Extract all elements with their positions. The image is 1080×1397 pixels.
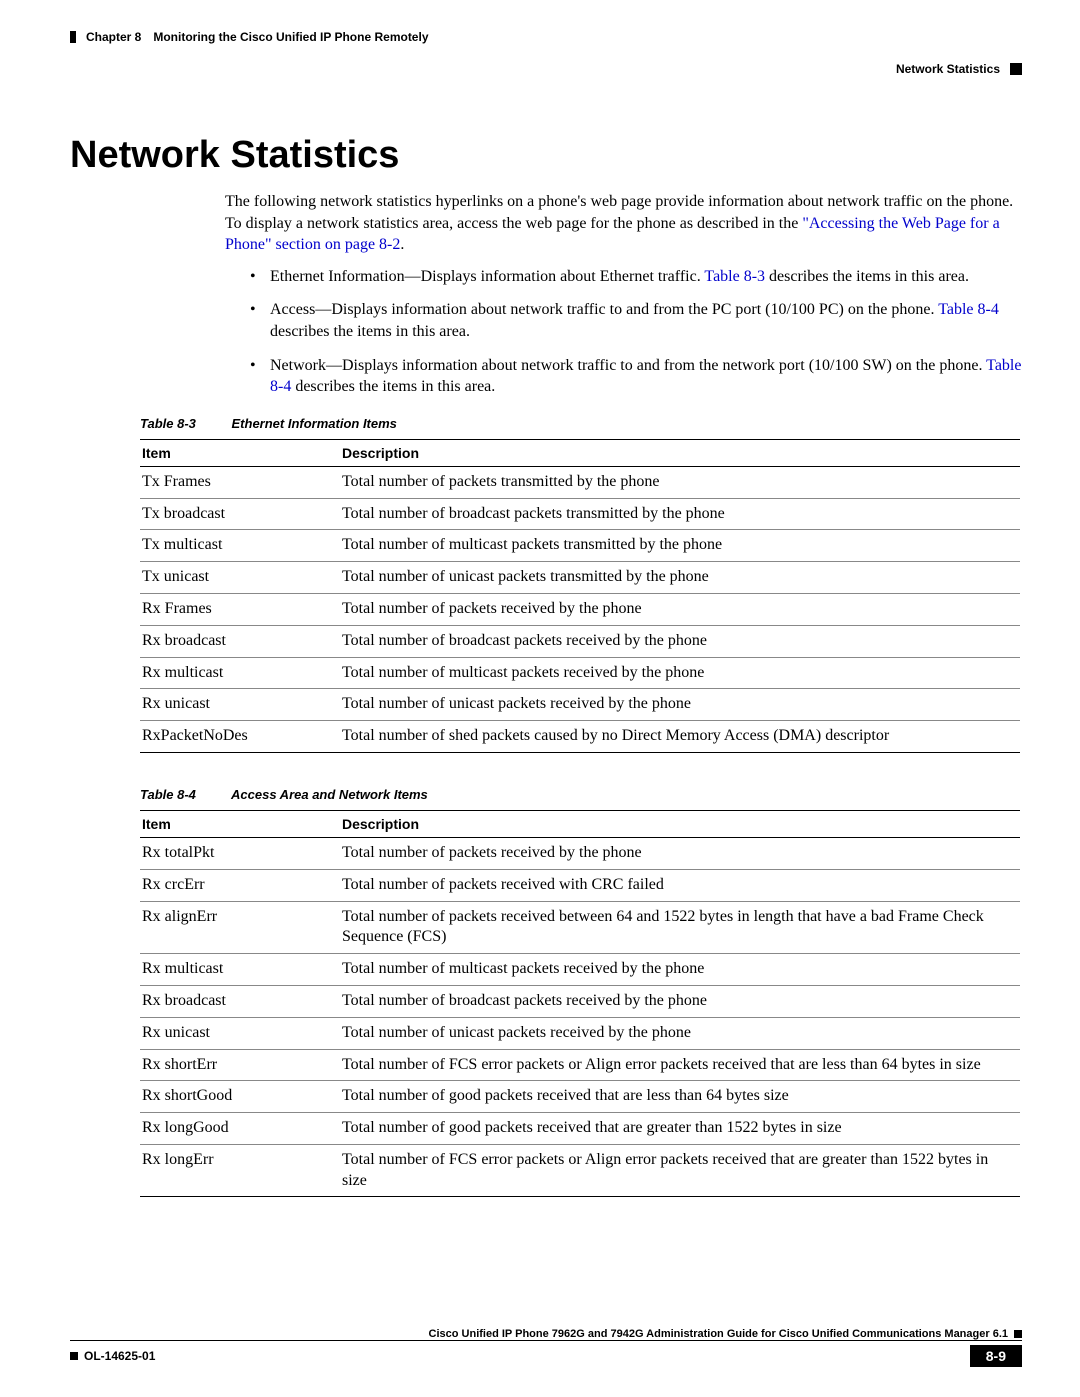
table-cell: Total number of good packets received th… [340, 1081, 1020, 1113]
table2-caption: Table 8-4 Access Area and Network Items [140, 787, 1022, 802]
table-row: Tx FramesTotal number of packets transmi… [140, 466, 1020, 498]
table-cell: Total number of multicast packets receiv… [340, 954, 1020, 986]
table-row: Rx broadcastTotal number of broadcast pa… [140, 625, 1020, 657]
footer-marker-icon [70, 1352, 78, 1360]
table-cell: Rx multicast [140, 954, 340, 986]
table-cell: Total number of good packets received th… [340, 1113, 1020, 1145]
table-cell: Total number of packets received between… [340, 901, 1020, 954]
table-row: Rx unicastTotal number of unicast packet… [140, 689, 1020, 721]
header-section: Network Statistics [70, 62, 1022, 76]
table-row: RxPacketNoDesTotal number of shed packet… [140, 721, 1020, 753]
table-cell: Total number of unicast packets received… [340, 689, 1020, 721]
table-cell: Rx broadcast [140, 985, 340, 1017]
table1-caption: Table 8-3 Ethernet Information Items [140, 416, 1022, 431]
section-title: Network Statistics [896, 62, 1000, 76]
table-cell: Rx shortErr [140, 1049, 340, 1081]
table2-caption-text: Access Area and Network Items [231, 787, 428, 802]
table-row: Rx crcErrTotal number of packets receive… [140, 869, 1020, 901]
footer-guide-row: Cisco Unified IP Phone 7962G and 7942G A… [70, 1328, 1022, 1340]
page-title: Network Statistics [70, 134, 1022, 177]
table-row: Rx shortGoodTotal number of good packets… [140, 1081, 1020, 1113]
table-cell: Tx Frames [140, 466, 340, 498]
footer-marker-icon [1014, 1330, 1022, 1338]
intro-after: . [400, 236, 404, 253]
table-row: Rx broadcastTotal number of broadcast pa… [140, 985, 1020, 1017]
table-link[interactable]: Table 8-4 [938, 301, 999, 318]
table-row: Rx longGoodTotal number of good packets … [140, 1113, 1020, 1145]
table-row: Rx shortErrTotal number of FCS error pac… [140, 1049, 1020, 1081]
table-cell: Total number of packets received with CR… [340, 869, 1020, 901]
table-cell: RxPacketNoDes [140, 721, 340, 753]
table-cell: Total number of broadcast packets receiv… [340, 625, 1020, 657]
table-row: Tx unicastTotal number of unicast packet… [140, 562, 1020, 594]
bullet-icon: • [250, 355, 270, 398]
footer-divider [70, 1340, 1022, 1341]
table-cell: Rx broadcast [140, 625, 340, 657]
table-cell: Total number of multicast packets transm… [340, 530, 1020, 562]
table1-caption-text: Ethernet Information Items [232, 416, 397, 431]
table-cell: Total number of FCS error packets or Ali… [340, 1144, 1020, 1197]
table-row: Rx FramesTotal number of packets receive… [140, 593, 1020, 625]
table-cell: Rx alignErr [140, 901, 340, 954]
list-item: • Network—Displays information about net… [250, 355, 1022, 398]
table-cell: Total number of unicast packets transmit… [340, 562, 1020, 594]
list-item: • Ethernet Information—Displays informat… [250, 266, 1022, 288]
table-cell: Total number of broadcast packets receiv… [340, 985, 1020, 1017]
page-footer: Cisco Unified IP Phone 7962G and 7942G A… [70, 1328, 1022, 1367]
table-cell: Rx crcErr [140, 869, 340, 901]
table-cell: Rx totalPkt [140, 837, 340, 869]
table-cell: Rx unicast [140, 1017, 340, 1049]
table-link[interactable]: Table 8-3 [704, 268, 765, 285]
page-number: 8-9 [970, 1345, 1022, 1367]
table-row: Rx unicastTotal number of unicast packet… [140, 1017, 1020, 1049]
bullet-icon: • [250, 266, 270, 288]
table-cell: Total number of FCS error packets or Ali… [340, 1049, 1020, 1081]
table-cell: Tx unicast [140, 562, 340, 594]
col-item: Item [140, 439, 340, 466]
table-ethernet-info: Item Description Tx FramesTotal number o… [140, 439, 1020, 753]
col-description: Description [340, 439, 1020, 466]
table2-label: Table 8-4 [140, 787, 196, 802]
table-cell: Total number of unicast packets received… [340, 1017, 1020, 1049]
table-cell: Rx multicast [140, 657, 340, 689]
bullet-icon: • [250, 299, 270, 342]
col-description: Description [340, 810, 1020, 837]
table-cell: Total number of multicast packets receiv… [340, 657, 1020, 689]
table-cell: Rx Frames [140, 593, 340, 625]
col-item: Item [140, 810, 340, 837]
list-item: • Access—Displays information about netw… [250, 299, 1022, 342]
chapter-title: Monitoring the Cisco Unified IP Phone Re… [153, 30, 428, 44]
intro-paragraph: The following network statistics hyperli… [225, 191, 1022, 256]
footer-bottom-row: OL-14625-01 8-9 [70, 1345, 1022, 1367]
table-cell: Total number of packets received by the … [340, 593, 1020, 625]
chapter-label: Chapter 8 [86, 30, 141, 44]
table-row: Tx multicastTotal number of multicast pa… [140, 530, 1020, 562]
header-right-marker [1010, 63, 1022, 75]
table-cell: Tx multicast [140, 530, 340, 562]
table-cell: Rx shortGood [140, 1081, 340, 1113]
guide-title: Cisco Unified IP Phone 7962G and 7942G A… [429, 1328, 1008, 1340]
table-cell: Total number of shed packets caused by n… [340, 721, 1020, 753]
table-cell: Rx longErr [140, 1144, 340, 1197]
table1-label: Table 8-3 [140, 416, 196, 431]
header-chapter: Chapter 8 Monitoring the Cisco Unified I… [70, 30, 1022, 44]
table-row: Rx alignErrTotal number of packets recei… [140, 901, 1020, 954]
doc-id: OL-14625-01 [84, 1349, 155, 1363]
table-row: Rx longErrTotal number of FCS error pack… [140, 1144, 1020, 1197]
table-row: Rx multicastTotal number of multicast pa… [140, 954, 1020, 986]
table-row: Tx broadcastTotal number of broadcast pa… [140, 498, 1020, 530]
table-cell: Tx broadcast [140, 498, 340, 530]
table-row: Rx multicastTotal number of multicast pa… [140, 657, 1020, 689]
table-cell: Total number of packets transmitted by t… [340, 466, 1020, 498]
table-access-network: Item Description Rx totalPktTotal number… [140, 810, 1020, 1198]
table-row: Rx totalPktTotal number of packets recei… [140, 837, 1020, 869]
table-cell: Total number of broadcast packets transm… [340, 498, 1020, 530]
header-left-marker [70, 31, 76, 43]
bullet-list: • Ethernet Information—Displays informat… [250, 266, 1022, 398]
table-cell: Rx longGood [140, 1113, 340, 1145]
table-cell: Rx unicast [140, 689, 340, 721]
table-cell: Total number of packets received by the … [340, 837, 1020, 869]
